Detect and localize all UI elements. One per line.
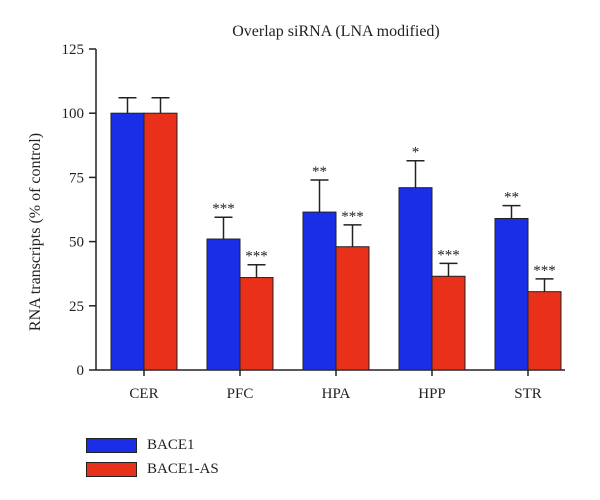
legend-swatch-bace1 [86, 437, 137, 453]
bars: ******************** [110, 97, 562, 371]
bar-chart: Overlap siRNA (LNA modified) RNA transcr… [27, 23, 565, 402]
legend-label-bace1-as: BACE1-AS [147, 460, 219, 477]
x-tick-label: PFC [227, 386, 254, 402]
bar-bace1-hpp [398, 187, 433, 371]
x-tick-label: HPP [418, 386, 446, 402]
bar-bace1-as-pfc [239, 277, 274, 371]
significance-label: * [412, 145, 420, 161]
legend-label-bace1: BACE1 [147, 436, 195, 453]
significance-label: *** [341, 209, 364, 225]
y-tick-label: 0 [77, 363, 85, 379]
significance-label: *** [245, 249, 268, 265]
bar-bace1-hpa [302, 211, 337, 371]
chart-title: Overlap siRNA (LNA modified) [232, 23, 440, 40]
y-tick-label: 75 [69, 170, 84, 186]
bar-bace1-as-hpp [431, 275, 466, 371]
y-tick-label: 25 [69, 299, 84, 315]
bar-bace1-pfc [206, 238, 241, 371]
x-tick-labels: CER PFC HPA HPP STR [129, 370, 542, 402]
x-tick-label: CER [129, 386, 158, 402]
bar-bace1-str [494, 217, 529, 371]
y-axis-label: RNA transcripts (% of control) [27, 133, 44, 331]
significance-label: *** [212, 201, 235, 217]
significance-label: ** [504, 190, 519, 206]
legend-item-bace1-as: BACE1-AS [86, 458, 219, 480]
bar-bace1-as-hpa [335, 246, 370, 371]
y-tick-label: 50 [69, 235, 84, 251]
significance-label: *** [533, 263, 556, 279]
legend-swatch-bace1-as [86, 461, 137, 477]
bar-bace1-as-cer [143, 112, 178, 371]
x-tick-label: HPA [322, 386, 351, 402]
bar-bace1-cer [110, 112, 145, 371]
significance-label: *** [437, 247, 460, 263]
x-tick-label: STR [514, 386, 542, 402]
y-tick-label: 100 [62, 106, 85, 122]
legend: BACE1 BACE1-AS [86, 434, 219, 482]
legend-item-bace1: BACE1 [86, 434, 219, 456]
y-tick-label: 125 [62, 42, 85, 58]
significance-label: ** [312, 164, 327, 180]
bar-bace1-as-str [527, 291, 562, 371]
